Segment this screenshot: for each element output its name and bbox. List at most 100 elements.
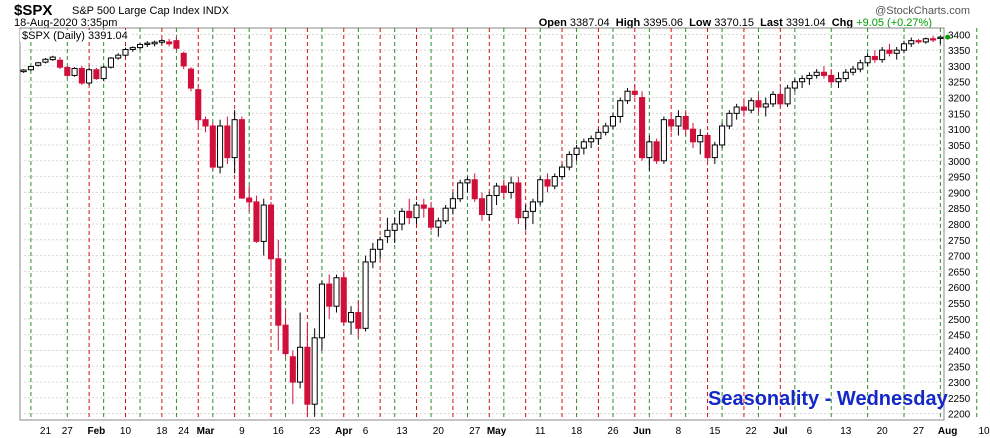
candle-body — [420, 204, 427, 209]
candle-body — [609, 116, 617, 127]
x-tick-label: Jun — [633, 426, 651, 437]
candle-body — [398, 210, 406, 225]
candle-body — [478, 198, 486, 216]
chg-value: +9.05 (+0.27%) — [856, 17, 932, 29]
x-tick-label: 13 — [840, 426, 852, 437]
x-tick-label: 23 — [309, 426, 321, 437]
candle-body — [871, 55, 878, 61]
low-value: 3370.15 — [714, 17, 754, 29]
ticker-description: S&P 500 Large Cap Index INDX — [72, 5, 229, 17]
candle-body — [413, 204, 420, 219]
x-tick-label: Mar — [197, 426, 215, 437]
candle-body — [369, 248, 376, 263]
chart-header: $SPX S&P 500 Large Cap Index INDX @Stock… — [14, 2, 970, 19]
candle-body — [238, 119, 245, 199]
candle-body — [202, 119, 209, 127]
x-tick-label: 24 — [178, 426, 190, 437]
x-tick-label: 22 — [746, 426, 758, 437]
candle-body — [915, 40, 922, 43]
candle-body — [449, 198, 456, 209]
candle-body — [173, 40, 180, 49]
y-tick-label: 2450 — [948, 331, 971, 342]
seasonality-title: Seasonality - Wednesday — [708, 388, 948, 410]
candle-body — [850, 68, 857, 73]
ticker-symbol: $SPX — [14, 2, 53, 19]
candle-body — [260, 204, 267, 242]
candle-body — [668, 119, 675, 127]
x-tick-label: 15 — [709, 426, 721, 437]
x-tick-label: 10 — [120, 426, 132, 437]
x-tick-label: 20 — [877, 426, 889, 437]
candle-body — [522, 210, 529, 219]
candle-body — [748, 100, 755, 111]
open-label: Open — [538, 17, 567, 29]
y-tick-label: 3250 — [948, 78, 971, 89]
candle-body — [726, 112, 733, 127]
y-tick-label: 2800 — [948, 220, 971, 231]
candle-body — [719, 125, 726, 146]
x-tick-label: 20 — [433, 426, 445, 437]
candle-body — [78, 67, 85, 84]
candle-body — [151, 41, 158, 45]
candle-body — [471, 179, 478, 200]
series-label: $SPX (Daily) 3391.04 — [20, 30, 130, 42]
x-tick-label: Jul — [773, 426, 788, 437]
quote-line: Open 3387.04 High 3395.06 Low 3370.15 La… — [539, 17, 932, 29]
candle-body — [267, 204, 275, 260]
candle-body — [115, 54, 122, 59]
candle-body — [617, 100, 624, 118]
candle-body — [558, 166, 566, 178]
candle-body — [900, 43, 908, 51]
chart-date: 18-Aug-2020 3:35pm — [14, 17, 118, 29]
candle-body — [129, 47, 136, 50]
y-tick-label: 2850 — [948, 204, 971, 215]
y-tick-label: 2550 — [948, 299, 971, 310]
y-tick-label: 2350 — [948, 362, 971, 373]
y-tick-label: 3350 — [948, 46, 971, 57]
x-tick-label: 27 — [913, 426, 925, 437]
candle-body — [289, 356, 296, 383]
candle-body — [297, 346, 304, 383]
x-tick-label: 6 — [363, 426, 369, 437]
candle-body — [100, 66, 107, 80]
candle-body — [326, 283, 333, 307]
y-tick-label: 2650 — [948, 267, 971, 278]
candle-body — [697, 134, 704, 143]
x-tick-label: 18 — [156, 426, 168, 437]
y-tick-label: 3000 — [948, 157, 971, 168]
candle-body — [784, 87, 791, 105]
candle-body — [137, 43, 144, 49]
candle-body — [922, 38, 929, 43]
candle-body — [500, 185, 507, 193]
candle-body — [377, 239, 384, 250]
y-tick-label: 2300 — [948, 378, 971, 389]
candle-body — [49, 56, 56, 61]
last-label: Last — [760, 17, 783, 29]
candle-body — [340, 277, 347, 323]
y-tick-label: 2750 — [948, 236, 971, 247]
x-tick-label: 18 — [571, 426, 583, 437]
candle-body — [20, 69, 27, 73]
x-tick-label: 26 — [607, 426, 619, 437]
candle-body — [64, 67, 71, 76]
candle-body — [464, 179, 471, 184]
candle-body — [711, 144, 718, 159]
candle-body — [42, 58, 49, 63]
candle-body — [828, 74, 835, 83]
candle-body — [486, 195, 493, 216]
candle-body — [675, 116, 682, 127]
y-tick-label: 3050 — [948, 141, 971, 152]
candle-body — [158, 40, 165, 43]
chg-label: Chg — [831, 17, 854, 29]
candle-body — [311, 337, 318, 405]
candle-body — [733, 106, 740, 114]
x-tick-label: 8 — [676, 426, 682, 437]
x-tick-label: Aug — [938, 426, 957, 437]
candle-body — [384, 229, 391, 238]
x-tick-label: 16 — [273, 426, 285, 437]
stockcharts-credit: @StockCharts.com — [875, 5, 970, 17]
candle-body — [639, 97, 646, 159]
candle-body — [318, 283, 325, 339]
x-tick-label: 13 — [396, 426, 408, 437]
high-label: High — [615, 17, 641, 29]
